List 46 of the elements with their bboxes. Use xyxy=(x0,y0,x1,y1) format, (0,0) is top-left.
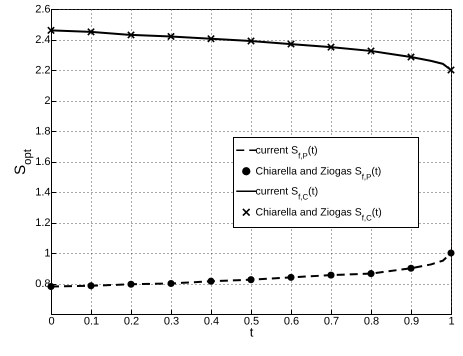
x-tick-label: 0.7 xyxy=(324,316,340,328)
y-tick-label: 1.4 xyxy=(35,186,50,198)
x-tick-label: 0.4 xyxy=(204,316,220,328)
legend-label: Chiarella and Ziogas S$_{f,C}$(t) xyxy=(256,206,382,222)
point xyxy=(367,46,375,55)
point xyxy=(447,249,455,257)
legend-label: Chiarella and Ziogas S$_{f,P}$(t) xyxy=(256,165,382,181)
y-tick-label: 2 xyxy=(44,95,50,107)
point xyxy=(247,37,255,45)
x-tick-label: 0.5 xyxy=(244,316,260,328)
y-tick-label: 2.4 xyxy=(35,34,50,46)
point xyxy=(407,53,415,61)
y-tick-label: 2.2 xyxy=(35,64,50,76)
y-tick-label: 1.6 xyxy=(35,156,50,168)
point xyxy=(47,26,55,34)
x-tick-label: 0.8 xyxy=(364,316,380,328)
x-tick-label: 0.9 xyxy=(404,316,420,328)
point xyxy=(287,40,295,48)
point xyxy=(207,34,215,43)
point xyxy=(327,272,335,279)
point xyxy=(327,43,335,52)
point xyxy=(167,280,175,288)
point xyxy=(207,278,215,285)
legend-label: current S$_{f,P}$(t) xyxy=(256,144,318,160)
y-tick-label: 1.2 xyxy=(35,217,50,229)
x-tick-label: 0.6 xyxy=(284,316,300,328)
point xyxy=(407,264,415,272)
x-tick-label: 0 xyxy=(48,316,55,328)
x-axis-title: t xyxy=(250,324,254,340)
point xyxy=(447,66,455,74)
y-tick-label: 1.8 xyxy=(35,126,50,138)
x-tick-label: 1 xyxy=(448,316,455,328)
point xyxy=(127,30,135,39)
x-tick-label: 0.3 xyxy=(164,316,180,328)
y-tick-label: 2.6 xyxy=(35,4,50,16)
point xyxy=(127,280,135,288)
point xyxy=(87,282,95,290)
legend-label: current S$_{f,C}$(t) xyxy=(256,185,318,201)
point xyxy=(287,274,295,281)
point xyxy=(167,32,175,40)
x-tick-label: 0.1 xyxy=(84,316,100,328)
y-tick-label: 1 xyxy=(44,248,50,260)
point xyxy=(367,270,375,278)
point xyxy=(247,276,255,284)
x-tick-label: 0.2 xyxy=(124,316,140,328)
point xyxy=(87,28,95,36)
